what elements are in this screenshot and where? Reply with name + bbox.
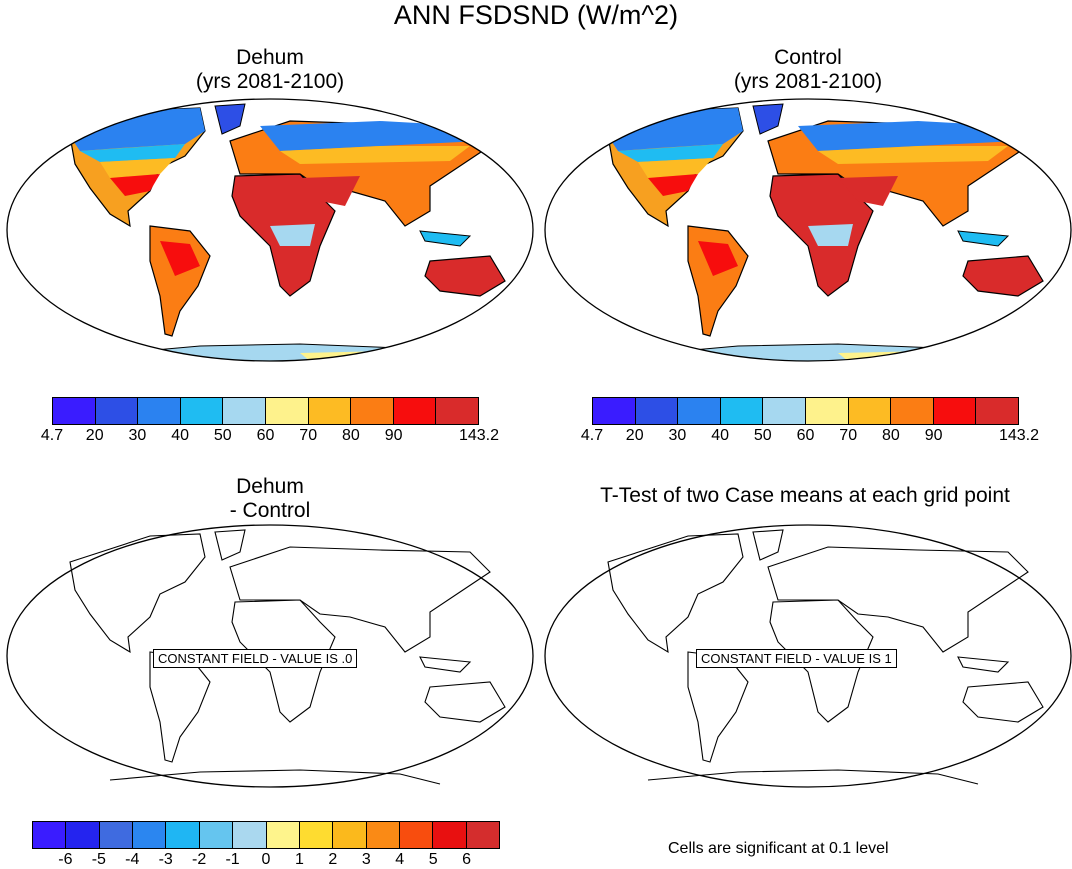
panel-title-line2: (yrs 2081-2100) [733,70,883,93]
colorbar-swatch [393,398,437,424]
colorbar-tick-label: 1 [294,851,304,868]
colorbar-tick-label: 20 [625,427,644,444]
colorbar-tick-label: 50 [213,427,232,444]
colorbar-swatch [53,398,96,424]
panel-title-ttest: T-Test of two Case means at each grid po… [600,484,1010,507]
colorbar-swatch [33,822,67,848]
main-title: ANN FSDSND (W/m^2) [393,0,679,30]
map-difference [6,524,534,788]
colorbar-swatch [95,398,139,424]
colorbar-difference [32,821,500,849]
panel-title-control: Control (yrs 2081-2100) [618,46,998,94]
map-control [544,98,1072,362]
colorbar-tick-label: -4 [125,851,140,868]
panel-title-line1: Control [774,46,842,69]
colorbar-tick-label: 90 [924,427,943,444]
colorbar-swatch [308,398,352,424]
colorbar-tick-label: 4.7 [40,427,64,444]
colorbar-tick-label: 70 [839,427,858,444]
colorbar-tick-label: 80 [881,427,900,444]
colorbar-tick-label: 143.2 [998,427,1040,444]
map-dehum [6,98,534,362]
colorbar-swatch [436,398,478,424]
colorbar-swatch [593,398,636,424]
colorbar-tick-label: 50 [753,427,772,444]
significance-note: Cells are significant at 0.1 level [668,840,889,857]
panel-title-difference: Dehum - Control [80,475,460,523]
colorbar-swatch [265,398,309,424]
colorbar-tick-label: 0 [261,851,271,868]
colorbar-tick-label: 60 [256,427,275,444]
colorbar-tick-label: 3 [361,851,371,868]
map-ttest [544,524,1072,788]
colorbar-swatch [720,398,764,424]
colorbar-swatch [333,822,367,848]
colorbar-tick-label: 30 [668,427,687,444]
colorbar-swatch [891,398,934,424]
colorbar-tick-label: 40 [171,427,189,444]
colorbar-tick-label: -3 [158,851,173,868]
colorbar-swatch [848,398,892,424]
colorbar-tick-label: 70 [299,427,318,444]
panel-title-line1: Dehum [236,46,304,69]
colorbar-tick-label: 40 [711,427,729,444]
colorbar-tick-label: -6 [58,851,73,868]
colorbar-swatch [805,398,849,424]
colorbar-swatch [138,398,181,424]
colorbar-swatch [133,822,167,848]
colorbar-control [592,397,1019,425]
colorbar-tick-label: -5 [91,851,106,868]
colorbar-tick-label: 80 [341,427,360,444]
colorbar-swatch [635,398,679,424]
colorbar-tick-label: 60 [796,427,815,444]
constant-field-label-difference: CONSTANT FIELD - VALUE IS .0 [153,649,358,668]
panel-title-line2: (yrs 2081-2100) [195,70,345,93]
colorbar-swatch [66,822,100,848]
panel-title-line2: - Control [229,499,311,522]
colorbar-tick-label: 4.7 [580,427,604,444]
colorbar-swatch [233,822,267,848]
colorbar-swatch [99,822,134,848]
constant-field-label-ttest: CONSTANT FIELD - VALUE IS 1 [696,649,897,668]
colorbar-tick-label: 2 [328,851,338,868]
colorbar-swatch [763,398,806,424]
colorbar-tick-label: 90 [384,427,403,444]
colorbar-tick-label: 6 [462,851,472,868]
colorbar-tick-label: 20 [85,427,104,444]
colorbar-tick-label: 5 [428,851,438,868]
colorbar-swatch [976,398,1018,424]
colorbar-swatch [366,822,400,848]
colorbar-swatch [433,822,467,848]
colorbar-swatch [223,398,266,424]
panel-title-dehum: Dehum (yrs 2081-2100) [80,46,460,94]
colorbar-swatch [299,822,334,848]
colorbar-tick-label: -1 [225,851,240,868]
colorbar-swatch [199,822,234,848]
colorbar-tick-label: 30 [128,427,147,444]
colorbar-swatch [180,398,224,424]
colorbar-tick-label: 4 [395,851,405,868]
colorbar-swatch [678,398,721,424]
colorbar-swatch [466,822,500,848]
colorbar-swatch [266,822,300,848]
colorbar-swatch [399,822,434,848]
colorbar-dehum [52,397,479,425]
colorbar-tick-label: -2 [192,851,207,868]
colorbar-swatch [351,398,394,424]
colorbar-swatch [933,398,977,424]
colorbar-swatch [166,822,200,848]
colorbar-tick-label: 143.2 [458,427,500,444]
panel-title-line1: Dehum [236,475,304,498]
